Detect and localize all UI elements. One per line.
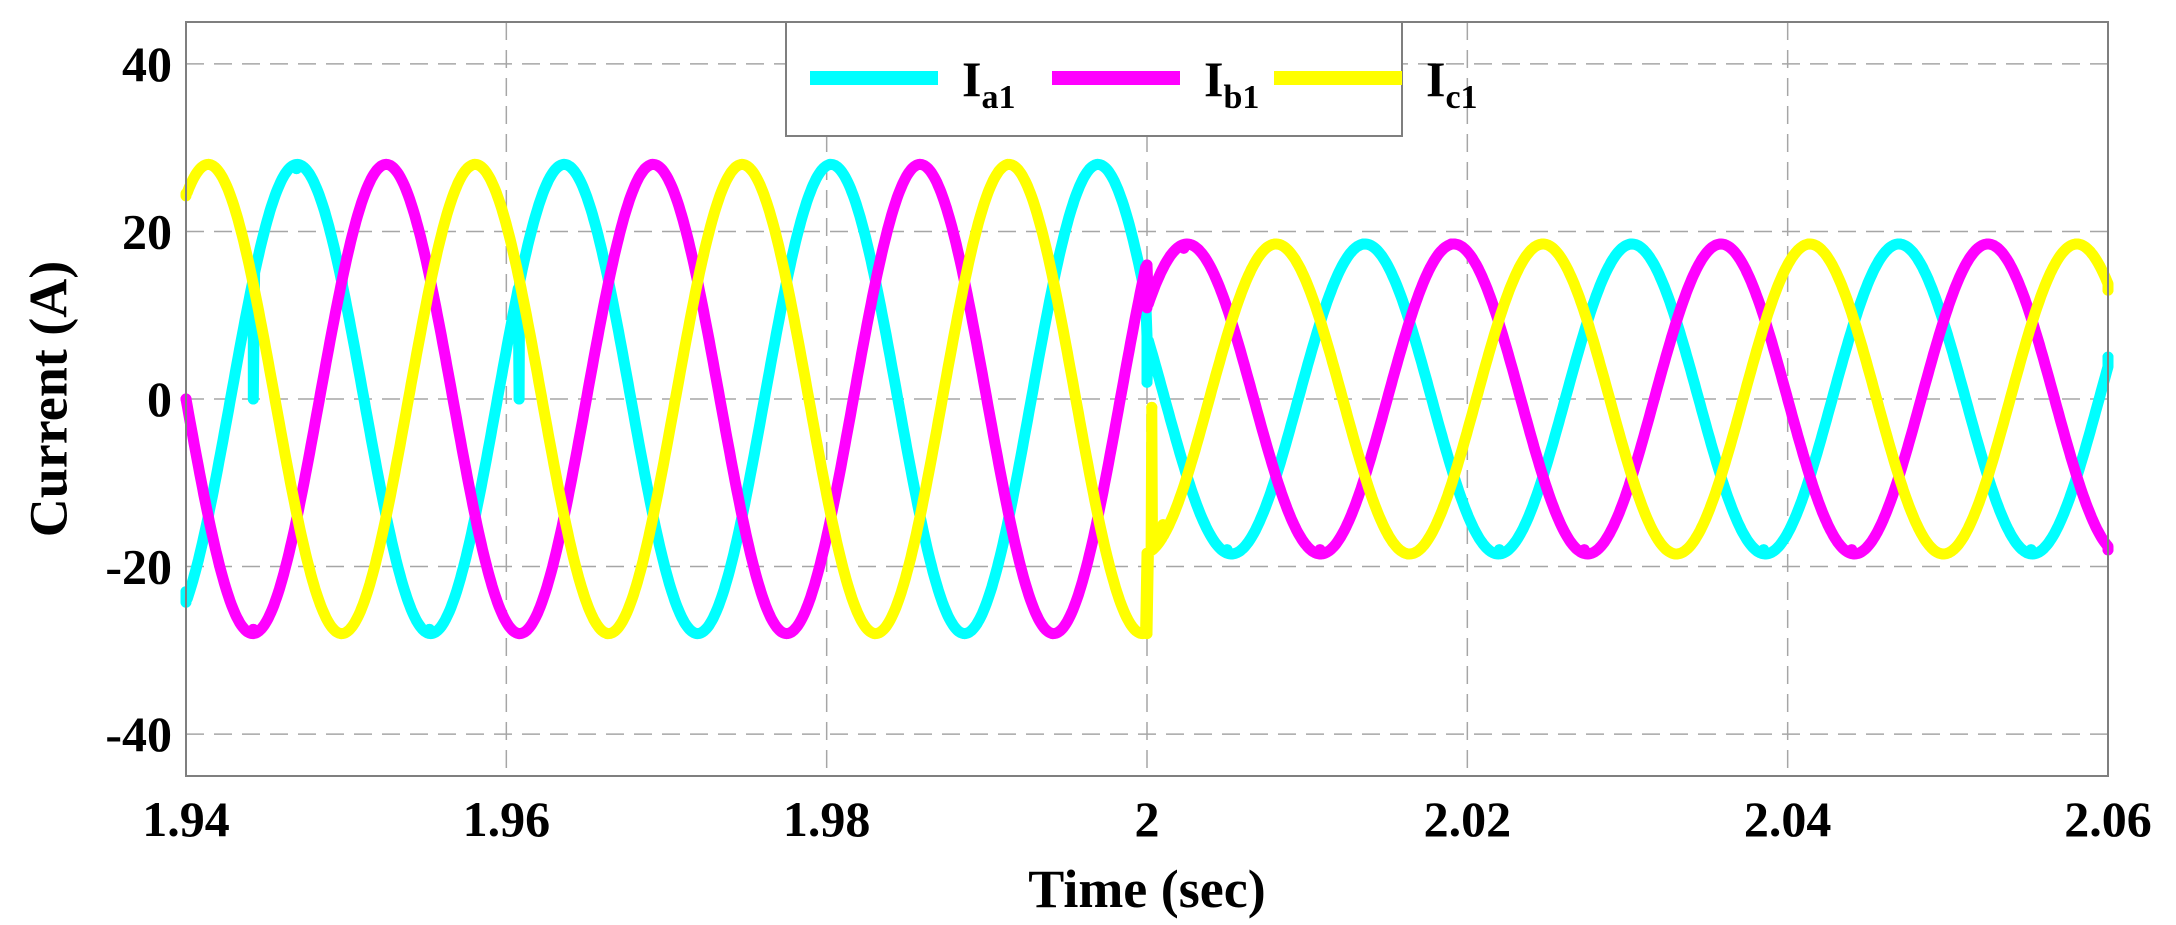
data-point-c1 — [736, 158, 748, 170]
data-point-a1 — [1758, 544, 1770, 556]
series-line-a1 — [180, 158, 2114, 640]
data-point-c1 — [335, 628, 347, 640]
data-point-c1 — [1157, 519, 1169, 531]
y-axis-label: Current (A) — [18, 261, 78, 537]
data-point-b1 — [1578, 544, 1590, 556]
x-tick-label: 1.96 — [463, 791, 551, 847]
data-point-b1 — [1178, 242, 1190, 254]
series-layer — [180, 158, 2114, 640]
data-point-a1 — [691, 628, 703, 640]
y-tick-label: 40 — [122, 36, 172, 92]
data-point-a1 — [2025, 544, 2037, 556]
data-point-c1 — [1269, 238, 1281, 250]
data-point-a1 — [1141, 376, 1153, 388]
data-point-c1 — [1146, 401, 1158, 413]
y-tick-label: 20 — [122, 203, 172, 259]
data-point-b1 — [380, 158, 392, 170]
data-point-a1 — [958, 628, 970, 640]
data-point-a1 — [1894, 238, 1906, 250]
data-point-c1 — [1402, 548, 1414, 560]
x-tick-label: 1.94 — [142, 791, 230, 847]
legend-label-a1: Ia1 — [962, 51, 1015, 116]
x-axis-label: Time (sec) — [1028, 859, 1265, 919]
data-point-a1 — [1221, 544, 1233, 556]
data-point-c1 — [468, 158, 480, 170]
y-tick-label: -40 — [105, 706, 172, 762]
x-tick-label: 1.98 — [783, 791, 871, 847]
data-point-c1 — [1141, 628, 1153, 640]
data-point-c1 — [1802, 238, 1814, 250]
data-point-a1 — [513, 393, 525, 405]
x-tick-label: 2.06 — [2064, 791, 2152, 847]
x-tick-label: 2 — [1135, 791, 1160, 847]
y-tick-label: 0 — [147, 371, 172, 427]
legend-label-c1: Ic1 — [1426, 51, 1478, 116]
data-point-b1 — [1314, 544, 1326, 556]
data-point-a1 — [1091, 158, 1103, 170]
legend: Ia1 Ib1 Ic1 — [785, 21, 1478, 137]
data-point-b1 — [1445, 238, 1457, 250]
data-point-a1 — [247, 393, 259, 405]
x-tick-label: 2.04 — [1744, 791, 1832, 847]
data-point-a1 — [1493, 544, 1505, 556]
data-point-b1 — [513, 628, 525, 640]
data-point-a1 — [824, 158, 836, 170]
y-tick-label: -20 — [105, 539, 172, 595]
data-point-c1 — [1002, 158, 1014, 170]
data-point-b1 — [914, 158, 926, 170]
data-point-b1 — [1714, 238, 1726, 250]
data-point-c1 — [2070, 238, 2082, 250]
data-point-a1 — [558, 158, 570, 170]
data-point-b1 — [247, 623, 259, 635]
data-point-a1 — [1357, 238, 1369, 250]
data-point-a1 — [423, 623, 435, 635]
tick-labels: 1.94 1.96 1.98 2 2.02 2.04 2.06 40 20 0 -20 -40 — [105, 36, 2151, 847]
legend-label-b1: Ib1 — [1204, 51, 1259, 116]
data-point-c1 — [1937, 548, 1949, 560]
data-point-c1 — [1670, 548, 1682, 560]
data-point-c1 — [869, 628, 881, 640]
data-point-b1 — [1047, 628, 1059, 640]
data-point-c1 — [1537, 238, 1549, 250]
data-point-a1 — [1625, 238, 1637, 250]
data-point-b1 — [1982, 238, 1994, 250]
x-tick-label: 2.02 — [1424, 791, 1512, 847]
data-point-b1 — [1141, 259, 1153, 271]
data-point-b1 — [781, 628, 793, 640]
data-point-b1 — [646, 158, 658, 170]
data-point-b1 — [1846, 544, 1858, 556]
data-point-a1 — [291, 163, 303, 175]
data-point-c1 — [601, 628, 613, 640]
data-point-c1 — [202, 158, 214, 170]
